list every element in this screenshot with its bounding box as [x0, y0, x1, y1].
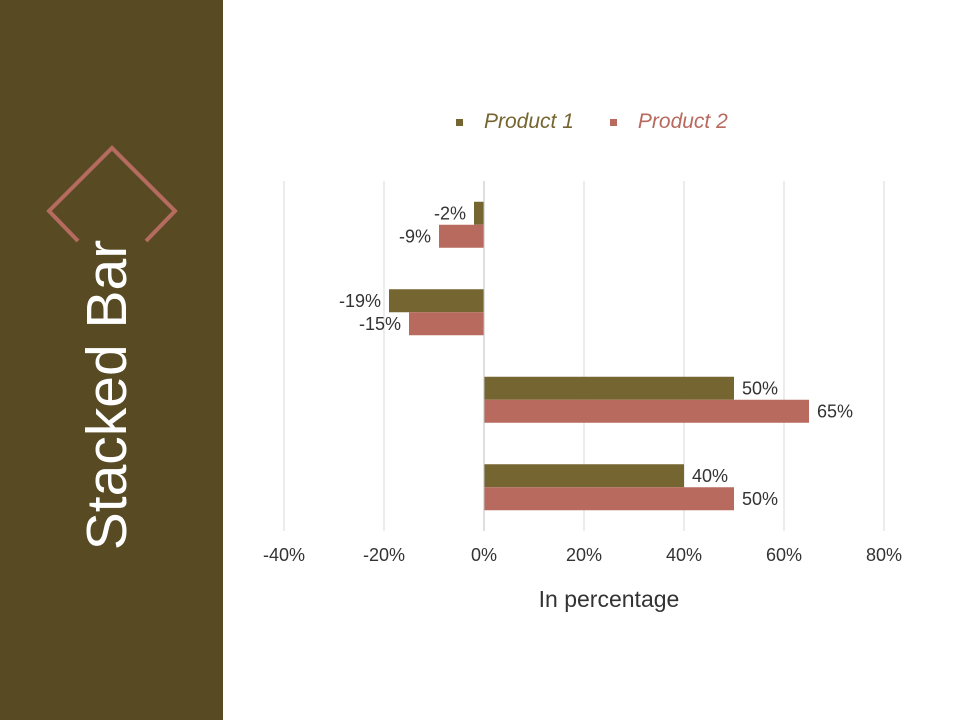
- x-tick-label: 80%: [866, 545, 902, 565]
- legend-swatch-product-2: [609, 118, 617, 126]
- legend-label-product-1: Product 1: [484, 110, 574, 133]
- data-label: 50%: [742, 378, 778, 398]
- x-tick-label: 40%: [666, 545, 702, 565]
- legend-item-product-1: Product 1: [456, 110, 574, 134]
- sidebar-panel: Stacked Bar: [0, 0, 223, 720]
- x-axis-title: In percentage: [538, 586, 680, 612]
- data-label: -2%: [434, 203, 466, 223]
- diamond-outline-icon: [46, 145, 178, 243]
- data-label: 65%: [817, 401, 853, 421]
- bar-product-2: [484, 399, 809, 423]
- x-tick-label: 20%: [566, 545, 602, 565]
- data-label: -15%: [359, 314, 401, 334]
- bar-product-1: [389, 289, 484, 313]
- bar-product-2: [409, 312, 484, 336]
- bar-product-2: [484, 487, 734, 511]
- legend-item-product-2: Product 2: [609, 110, 728, 134]
- x-tick-label: -20%: [363, 545, 405, 565]
- bar-product-1: [474, 201, 484, 225]
- x-tick-label: 60%: [766, 545, 802, 565]
- legend-label-product-2: Product 2: [637, 110, 728, 133]
- data-label: -9%: [399, 226, 431, 246]
- data-label: 40%: [692, 466, 728, 486]
- bar-product-2: [439, 224, 484, 248]
- bar-product-1: [484, 464, 684, 488]
- chart-legend: Product 1 Product 2: [456, 110, 728, 134]
- bar-product-1: [484, 376, 734, 400]
- data-label: 50%: [742, 489, 778, 509]
- data-label: -19%: [339, 291, 381, 311]
- x-tick-label: -40%: [263, 545, 305, 565]
- legend-swatch-product-1: [456, 118, 463, 126]
- x-tick-label: 0%: [471, 545, 497, 565]
